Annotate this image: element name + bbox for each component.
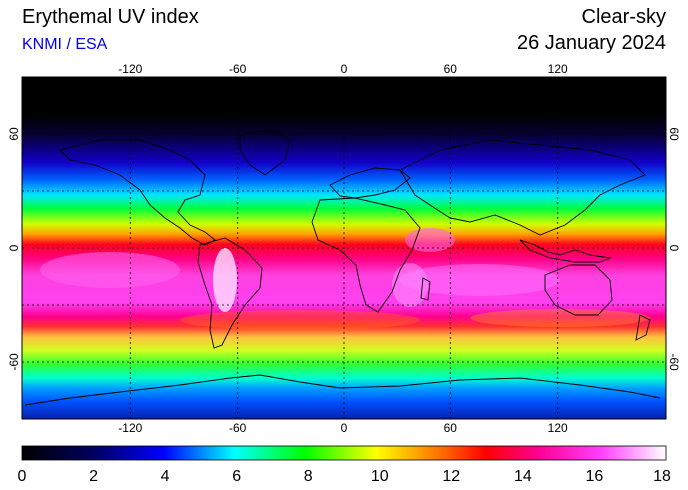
lon-ticks-bottom: -120 -60 0 60 120 [118,421,568,435]
map-frame [21,76,667,420]
date-label: 26 January 2024 [516,32,666,54]
lon-tick-label: 0 [341,421,348,435]
sky-condition: Clear-sky [581,6,666,28]
colorbar-tick-label: 16 [586,468,604,485]
lat-tick-label: 0 [667,245,681,252]
lon-tick-label: -60 [229,421,247,435]
lon-tick-label: 60 [444,62,458,76]
lat-tick-label: 0 [7,244,21,251]
uv-patch [40,252,180,288]
lon-tick-label: 0 [341,62,348,76]
lat-tick-label: 60 [667,127,681,141]
colorbar-tick-label: 0 [18,468,27,485]
lon-tick-label: 120 [548,421,568,435]
lon-tick-label: -120 [118,421,142,435]
uv-patch [470,309,650,327]
title: Erythemal UV index [22,6,199,28]
lon-tick-label: -60 [229,62,247,76]
colorbar-tick-label: 2 [89,468,98,485]
colorbar-tick-label: 18 [653,468,671,485]
colorbar-tick-label: 12 [442,468,460,485]
lat-ticks-left: 60 0 -60 [7,127,21,371]
colorbar-tick-label: 10 [371,468,389,485]
lon-tick-label: 60 [444,421,458,435]
colorbar-tick-label: 14 [514,468,532,485]
lat-tick-label: -60 [7,353,21,371]
colorbar-tick-label: 4 [161,468,170,485]
uv-patch [180,310,420,330]
colorbar [21,445,667,461]
lon-tick-label: -120 [118,62,142,76]
lon-ticks-top: -120 -60 0 60 120 [118,62,568,76]
uv-patch [213,248,237,312]
uv-patch [392,263,428,307]
data-source: KNMI / ESA [22,36,108,53]
lat-ticks-right: 60 0 -60 [667,127,681,371]
lon-tick-label: 120 [548,62,568,76]
uv-patch [400,264,560,296]
lat-tick-label: -60 [667,353,681,371]
graticule [22,77,666,419]
colorbar-tick-label: 6 [232,468,241,485]
colorbar-ticks: 0 2 4 6 8 10 12 14 16 18 [18,468,671,485]
colorbar-tick-label: 8 [304,468,313,485]
lat-tick-label: 60 [7,127,21,141]
